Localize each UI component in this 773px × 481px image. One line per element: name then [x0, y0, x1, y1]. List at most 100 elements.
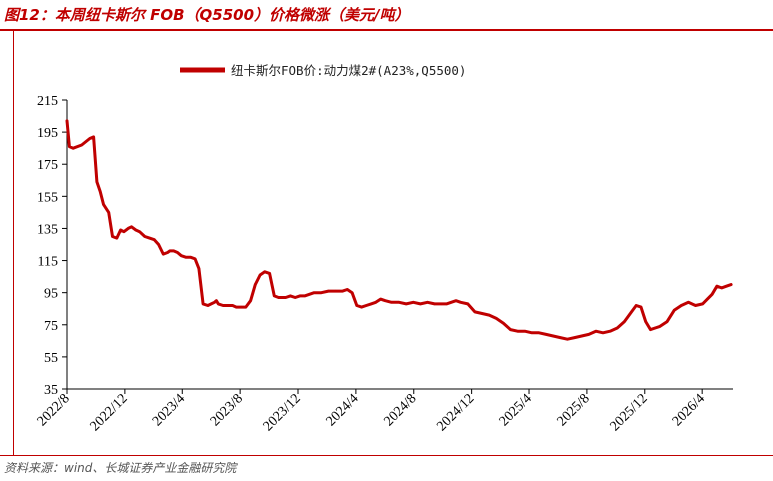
legend-label: 纽卡斯尔FOB价:动力煤2#(A23%,Q5500) [231, 63, 466, 78]
data-point [488, 313, 491, 317]
data-point [210, 302, 213, 306]
data-point [365, 304, 368, 307]
data-point [587, 333, 590, 336]
data-point [608, 330, 612, 333]
data-point [454, 299, 458, 302]
left-rule [13, 31, 14, 455]
legend: 纽卡斯尔FOB价:动力煤2#(A23%,Q5500) [180, 63, 466, 78]
data-point [495, 317, 498, 320]
data-point [630, 310, 633, 314]
data-point [390, 301, 393, 304]
data-point [217, 302, 220, 306]
y-tick-label: 55 [44, 351, 58, 366]
data-point [473, 310, 477, 314]
y-tick-label: 115 [38, 255, 58, 270]
data-point [715, 285, 719, 288]
data-point [341, 289, 344, 293]
data-point [537, 331, 541, 334]
data-point [412, 301, 415, 304]
x-tick-label: 2022/12 [88, 391, 131, 434]
data-point [725, 285, 728, 288]
data-point [153, 238, 156, 241]
x-tick-label: 2025/4 [497, 391, 535, 429]
y-tick-label: 135 [37, 222, 58, 237]
data-point [665, 320, 669, 323]
y-tick-label: 35 [44, 383, 58, 398]
data-point [166, 251, 169, 254]
data-point [143, 235, 146, 238]
data-point [360, 305, 363, 309]
x-tick-label: 2023/8 [208, 391, 246, 429]
data-point [658, 325, 662, 328]
data-point [384, 299, 387, 302]
data-point [327, 289, 330, 293]
y-tick-label: 75 [44, 319, 58, 334]
data-point [680, 304, 683, 307]
source-note: 资料来源：wind、长城证券产业金融研究院 [4, 461, 237, 475]
data-point [162, 252, 165, 256]
data-point [459, 301, 462, 304]
data-point [206, 304, 210, 307]
data-point [635, 304, 638, 307]
data-point [148, 236, 151, 240]
data-point [369, 302, 373, 306]
data-point [673, 309, 676, 312]
y-axis: 35 55 75 95 115 135 155 175 195 215 [37, 94, 68, 398]
data-point [440, 302, 443, 306]
data-point [720, 286, 723, 290]
data-point [127, 227, 130, 230]
data-point [95, 180, 99, 184]
data-point [226, 304, 229, 307]
x-tick-label: 2024/12 [434, 391, 477, 434]
data-point [249, 299, 252, 302]
data-point [277, 296, 280, 299]
x-tick-label: 2023/4 [150, 391, 188, 429]
data-point [193, 257, 197, 261]
data-point [138, 230, 141, 233]
data-point [379, 297, 382, 301]
data-point [601, 331, 605, 334]
data-point [168, 249, 172, 253]
data-point [654, 326, 657, 330]
x-tick-label: 2025/12 [608, 391, 651, 434]
x-tick-label: 2023/12 [261, 391, 304, 434]
data-point [559, 336, 562, 339]
data-point [99, 190, 102, 193]
data-point [172, 249, 175, 253]
data-point [687, 301, 690, 304]
data-point [649, 328, 652, 331]
data-point [130, 225, 133, 228]
data-point [176, 251, 179, 254]
data-point [111, 235, 114, 238]
data-point [616, 326, 619, 330]
data-point [107, 211, 110, 214]
data-point [580, 334, 583, 338]
data-point [231, 304, 234, 307]
data-point [102, 203, 105, 206]
data-point [594, 330, 598, 333]
data-point [623, 320, 626, 323]
data-point [279, 296, 283, 299]
x-tick-label: 2024/8 [381, 391, 419, 429]
data-point [312, 291, 316, 294]
data-point [184, 256, 188, 259]
data-point [235, 305, 238, 309]
data-point [445, 302, 448, 306]
data-point [426, 301, 429, 304]
data-point [405, 302, 408, 306]
figure-title: 图12：本周纽卡斯尔 FOB（Q5500）价格微涨（美元/吨） [4, 6, 410, 24]
data-point [213, 301, 216, 304]
data-point [134, 228, 137, 232]
data-point [334, 289, 337, 293]
data-point [303, 294, 306, 298]
data-point [122, 230, 126, 233]
data-point [480, 312, 484, 315]
data-point [710, 293, 714, 296]
data-point [397, 301, 401, 304]
source-rule [0, 455, 773, 456]
data-point [639, 305, 643, 309]
data-point [215, 299, 218, 302]
data-point [258, 273, 262, 277]
x-tick-label: 2024/4 [324, 391, 362, 429]
